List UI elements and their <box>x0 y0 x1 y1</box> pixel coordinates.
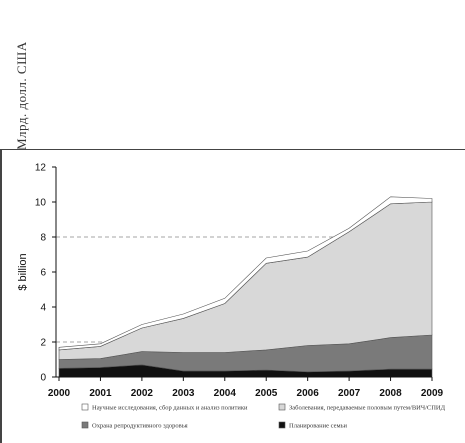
y-tick-label-6: 6 <box>40 268 46 279</box>
legend: Научные исследования, сбор данных и анал… <box>81 403 446 430</box>
x-tick-label-2009: 2009 <box>421 388 444 399</box>
y-axis-title: $ billion <box>17 253 29 290</box>
x-tick-label-2008: 2008 <box>379 388 402 399</box>
y-tick-label-2: 2 <box>40 338 46 349</box>
x-tick-labels: 2000 2001 2002 2003 2004 2005 2006 2007 2008 2009 <box>48 377 444 399</box>
y-tick-label-8: 8 <box>40 233 46 244</box>
legend-label-1: Планирование семьи <box>289 423 348 430</box>
x-tick-label-2004: 2004 <box>214 388 237 399</box>
y-tick-label-4: 4 <box>40 303 46 314</box>
x-tick-label-2005: 2005 <box>255 388 278 399</box>
y-tick-label-0: 0 <box>40 373 46 384</box>
x-tick-label-2002: 2002 <box>131 388 154 399</box>
legend-swatch-1 <box>278 421 286 429</box>
y-tick-labels: 0 2 4 6 8 10 12 <box>35 163 56 384</box>
legend-label-4: Научные исследования, сбор данных и анал… <box>92 405 248 412</box>
y-tick-label-10: 10 <box>35 198 47 209</box>
area-series-4 <box>58 196 433 351</box>
legend-label-3: Заболевания, передаваемые половым путем/… <box>289 405 446 412</box>
legend-swatch-2 <box>81 421 89 429</box>
frame-left-line <box>0 149 2 443</box>
x-tick-label-2007: 2007 <box>338 388 361 399</box>
area-series <box>58 196 433 378</box>
x-tick-label-2001: 2001 <box>89 388 112 399</box>
x-tick-label-2003: 2003 <box>172 388 195 399</box>
legend-swatch-3 <box>278 403 286 411</box>
frame-top-line <box>0 149 465 150</box>
y-tick-label-12: 12 <box>35 163 47 174</box>
x-tick-label-2006: 2006 <box>297 388 320 399</box>
legend-label-2: Охрана репродуктивного здоровья <box>92 423 188 430</box>
legend-swatch-4 <box>81 403 89 411</box>
x-tick-label-2000: 2000 <box>48 388 71 399</box>
